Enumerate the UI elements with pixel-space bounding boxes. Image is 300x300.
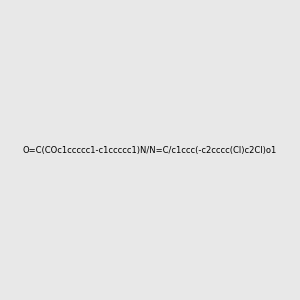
Text: O=C(COc1ccccc1-c1ccccc1)N/N=C/c1ccc(-c2cccc(Cl)c2Cl)o1: O=C(COc1ccccc1-c1ccccc1)N/N=C/c1ccc(-c2c… (23, 146, 277, 154)
